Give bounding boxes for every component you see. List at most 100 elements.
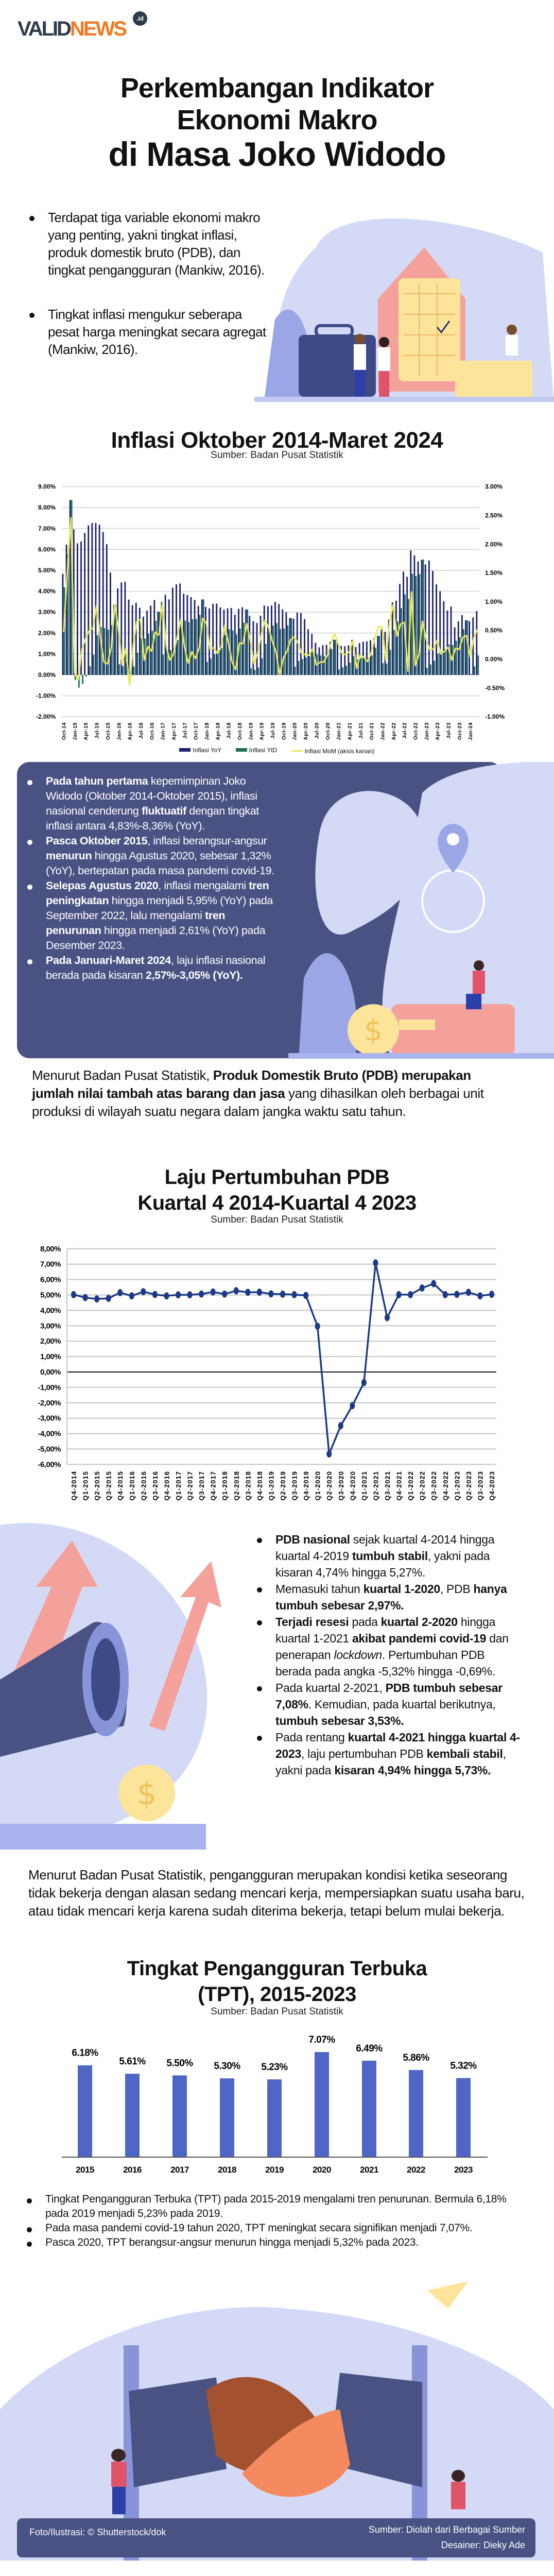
bar-ytd [162,654,164,675]
bar-yoy [370,640,371,675]
bar-yoy [380,629,383,675]
page-title: Perkembangan Indikator Ekonomi Makro di … [0,72,554,172]
y-left-tick-label: 3.00% [38,608,56,616]
gdp-point [431,1280,437,1287]
text-segment: hingga Agustus 2020, sebesar 1,32% (YoY)… [46,850,274,877]
tpt-bar [409,2070,423,2157]
x-tick-label: 2015 [76,2165,94,2175]
x-tick-label: Q1-2017 [175,1471,182,1501]
text-segment: lockdown [334,1648,382,1662]
tpt-bar [78,2065,92,2157]
bar-ytd [462,629,464,675]
bar-yoy [351,639,353,675]
y-tick-label: 4,00% [40,1306,61,1315]
bar-ytd [71,500,73,675]
x-tick-label: Jan-18 [204,722,210,740]
bar-yoy [300,613,302,675]
x-tick-label: Q2-2015 [93,1471,101,1501]
x-tick-label: Apr-19 [259,722,265,740]
gdp-point [465,1289,471,1296]
bar-yoy [183,594,185,675]
y-right-tick-label: 2.50% [485,512,503,519]
bar-ytd [221,648,223,675]
bar-ytd [349,663,351,675]
bar-ytd [305,657,307,675]
gdp-point [408,1291,413,1298]
gdp-point [419,1284,425,1292]
svg-text:$: $ [364,1014,383,1047]
legend-item-ytd: Inflasi YtD [235,747,277,754]
x-tick-label: Q1-2020 [314,1471,322,1501]
gdp-point [280,1291,285,1298]
gdp-point [489,1291,494,1298]
designer-credit: Desainer: Dieky Ade [441,2540,525,2550]
pdb-bullet: Memasuki tahun kuartal 1-2020, PDB hanya… [257,1581,523,1614]
tpt-data-label: 6.18% [72,2048,98,2059]
bar-ytd [455,640,457,675]
x-tick-label: Q2-2019 [279,1471,287,1501]
bar-ytd [434,660,435,675]
x-tick-label: Q1-2023 [453,1471,461,1501]
bar-yoy [406,577,408,675]
text-segment: , inflasi mengalami [158,879,249,892]
gdp-point [152,1291,158,1298]
gdp-point [106,1295,111,1302]
y-tick-label: 1,00% [40,1352,61,1361]
text-segment: pada [349,1615,381,1629]
bar-ytd [327,655,329,675]
bar-yoy [256,623,258,675]
bar-ytd [368,658,369,675]
bar-yoy [395,600,397,675]
bar-ytd [148,634,149,675]
bar-ytd [261,658,263,675]
bar-ytd [107,630,109,675]
pdb-bullet: PDB nasional sejak kuartal 4-2014 hingga… [257,1531,523,1581]
bar-yoy [113,604,115,675]
logo-badge: .id [133,11,147,26]
y-tick-label: -2,00% [38,1399,61,1408]
bar-yoy [110,572,111,675]
bar-yoy [194,600,196,675]
text-segment: Tingkat inflasi mengukur seberapa pesat … [48,307,266,357]
bar-ytd [459,637,461,675]
bar-yoy [296,613,298,675]
bar-ytd [345,666,348,675]
x-tick-label: Oct-22 [413,722,419,740]
y-tick-label: -3,00% [38,1414,61,1423]
bar-ytd [396,621,399,675]
x-tick-label: Apr-20 [303,722,309,740]
x-tick-label: Q2-2016 [140,1471,147,1501]
y-tick-label: 8,00% [40,1245,61,1253]
text-segment: , laju inflasi nasional berada pada kisa… [46,954,266,981]
tpt-bar [172,2075,187,2157]
bar-yoy [443,601,445,675]
x-tick-label: 2018 [218,2165,236,2175]
legend-label: Inflasi MoM (aksis kanan) [304,747,375,755]
gdp-point [326,1450,332,1458]
x-tick-label: Q3-2015 [105,1471,113,1501]
bar-ytd [111,625,113,675]
gdp-point [385,1314,390,1321]
bar-yoy [432,571,434,675]
x-tick-label: Q3-2022 [430,1471,438,1501]
bar-yoy [252,621,254,675]
bar-yoy [413,555,416,675]
pdb-bullets: PDB nasional sejak kuartal 4-2014 hingga… [257,1531,523,1778]
y-tick-label: 7,00% [40,1260,61,1269]
x-tick-label: Q4-2019 [302,1471,310,1501]
y-right-tick-label: 3.00% [485,483,503,490]
text-segment: kisaran 4,94% hingga 5,73%. [334,1764,491,1777]
intro-bullets: Terdapat tiga variable ekonomi makro yan… [29,209,269,385]
text-segment: Pada rentang [275,1731,348,1744]
y-right-tick-label: 1.50% [485,569,503,577]
x-tick-label: Oct-21 [369,722,375,740]
bar-yoy [98,524,100,675]
bar-yoy [95,523,97,675]
bar-yoy [428,560,430,675]
x-tick-label: Apr-23 [435,722,441,740]
gdp-point [94,1295,100,1303]
x-tick-label: Q1-2015 [82,1471,90,1501]
inflation-chart-source: Sumber: Badan Pusat Statistik [211,450,343,461]
x-tick-label: Q4-2022 [442,1471,449,1501]
bar-ytd [415,575,417,675]
